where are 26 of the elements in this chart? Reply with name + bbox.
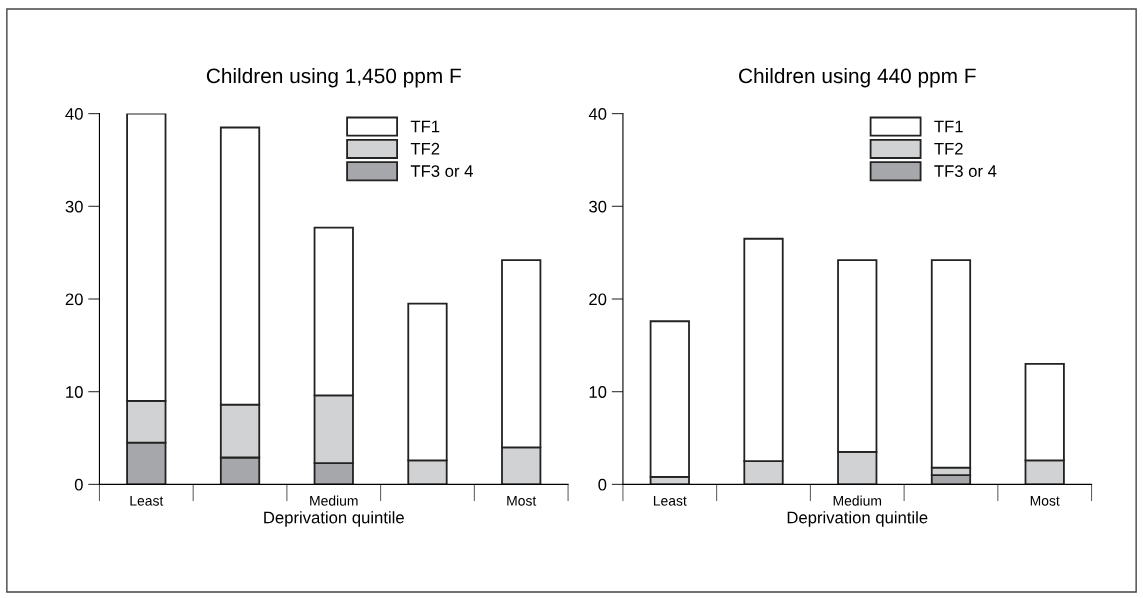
x-tick-label: Most [507, 496, 537, 506]
x-axis-title: Deprivation quintile [787, 511, 928, 527]
legend-label: TF1 [410, 120, 440, 133]
y-tick-label: 20 [589, 293, 607, 306]
y-tick-label: 40 [65, 108, 83, 120]
x-tick-label: Medium [833, 495, 882, 506]
x-tick-label: Most [1030, 496, 1060, 506]
y-tick-label: 10 [589, 386, 607, 398]
x-tick-label: Medium [310, 495, 358, 506]
y-tick-label: 20 [65, 293, 83, 306]
x-tick-label: Least [653, 496, 687, 506]
legend-label: TF3 or 4 [934, 165, 997, 177]
legend-label: TF1 [934, 120, 963, 133]
legend-label: TF2 [410, 142, 440, 155]
legend-label: TF2 [934, 142, 963, 155]
chart-title: Children using 1,450 ppm F [206, 67, 461, 88]
legend-label: TF3 or 4 [410, 165, 473, 177]
y-tick-label: 0 [74, 478, 83, 491]
y-tick-label: 40 [588, 108, 607, 120]
y-tick-label: 30 [589, 200, 607, 213]
y-tick-label: 10 [66, 386, 83, 398]
y-tick-label: 0 [598, 478, 607, 491]
x-tick-label: Least [130, 496, 164, 506]
x-axis-title: Deprivation quintile [264, 511, 404, 527]
y-tick-label: 30 [65, 200, 83, 213]
chart-title: Children using 440 ppm F [739, 67, 976, 88]
